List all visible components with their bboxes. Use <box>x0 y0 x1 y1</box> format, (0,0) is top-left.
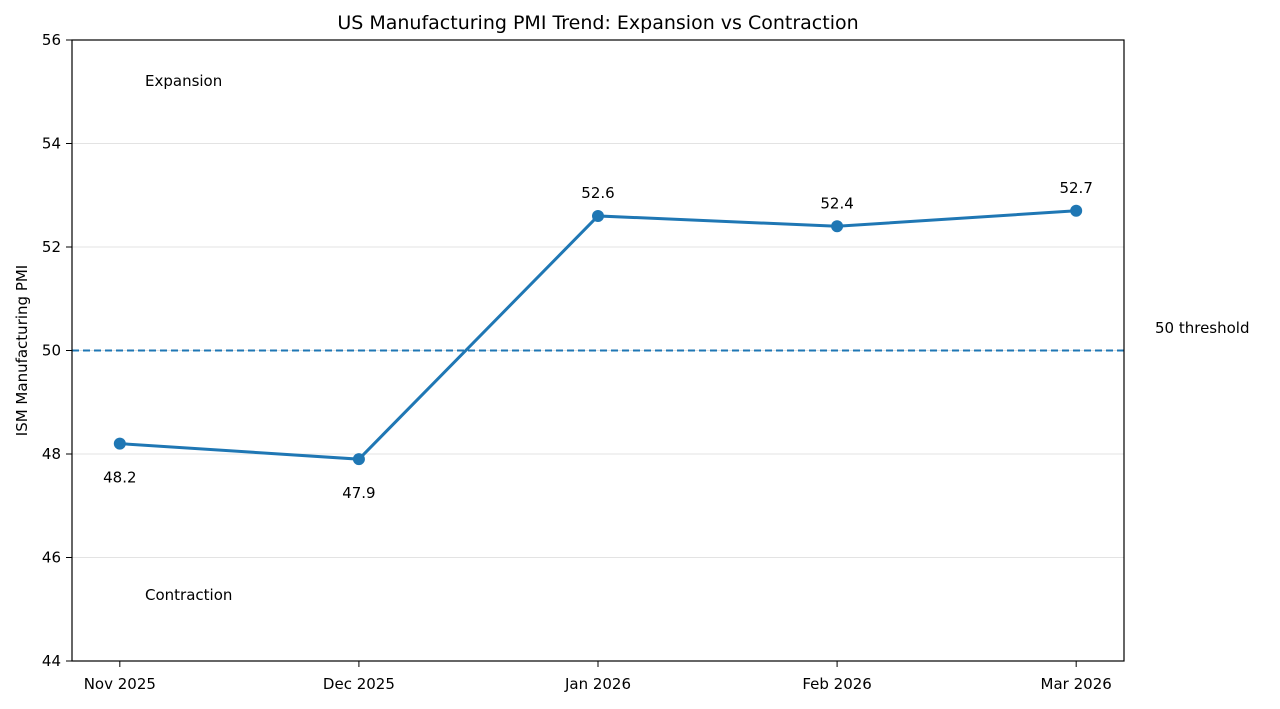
data-label: 52.4 <box>820 194 853 212</box>
data-point <box>1070 204 1083 217</box>
data-point <box>352 453 365 466</box>
data-point <box>113 437 126 450</box>
x-tick-label: Mar 2026 <box>1041 675 1112 693</box>
data-label: 52.7 <box>1059 179 1092 197</box>
chart-title: US Manufacturing PMI Trend: Expansion vs… <box>337 12 858 34</box>
pmi-line <box>119 209 1077 461</box>
y-tick-label: 52 <box>42 238 61 256</box>
contraction-label: Contraction <box>145 586 232 604</box>
data-label: 47.9 <box>342 484 375 502</box>
y-axis-label: ISM Manufacturing PMI <box>13 265 31 436</box>
x-tick-label: Jan 2026 <box>564 675 631 693</box>
threshold-label: 50 threshold <box>1155 319 1250 337</box>
x-tick-label: Nov 2025 <box>84 675 156 693</box>
y-tick-label: 54 <box>42 135 61 153</box>
x-tick-label: Feb 2026 <box>802 675 872 693</box>
x-tick-label: Dec 2025 <box>323 675 395 693</box>
data-point <box>592 209 604 222</box>
data-label: 48.2 <box>103 469 136 487</box>
data-point <box>831 220 844 233</box>
y-tick-label: 50 <box>42 342 61 360</box>
expansion-label: Expansion <box>145 72 222 90</box>
y-tick-label: 44 <box>42 652 61 670</box>
data-label: 52.6 <box>581 184 614 202</box>
y-tick-label: 56 <box>42 31 61 49</box>
y-tick-label: 46 <box>42 549 61 567</box>
y-tick-label: 48 <box>42 445 61 463</box>
